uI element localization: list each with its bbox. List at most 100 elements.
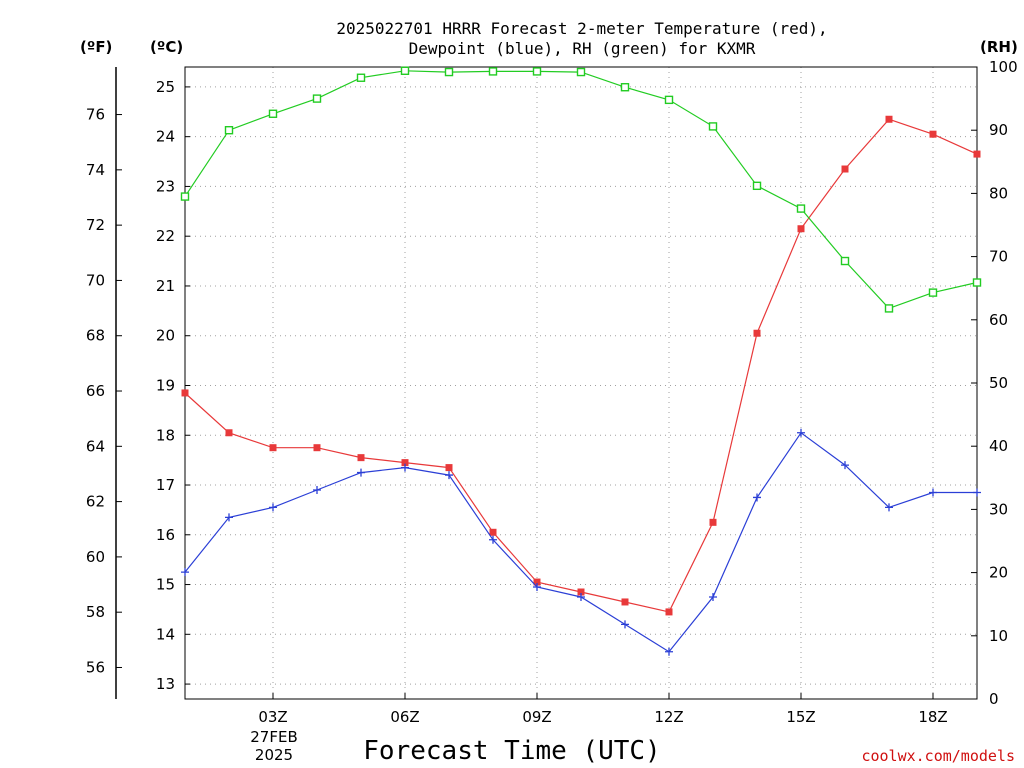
x-tick-label: 03Z <box>258 708 287 726</box>
celsius-tick-label: 22 <box>156 227 175 245</box>
rh-point <box>840 256 850 266</box>
temperature-point <box>929 130 937 138</box>
rh-point <box>620 83 630 92</box>
temperature-point <box>885 115 893 123</box>
temperature-point <box>973 150 981 158</box>
dewpoint-point <box>225 513 233 522</box>
dewpoint-point <box>973 488 981 497</box>
dewpoint-point <box>753 493 761 502</box>
rh-point <box>928 288 938 297</box>
temperature-point <box>181 389 189 397</box>
fahrenheit-tick-label: 58 <box>86 603 105 621</box>
rh-point <box>224 125 234 135</box>
dewpoint-point <box>401 463 409 472</box>
rh-point <box>576 67 586 77</box>
rh-point <box>884 304 894 313</box>
rh-point <box>532 67 542 76</box>
rh-point <box>972 278 982 287</box>
celsius-unit-label: (ºC) <box>150 38 183 56</box>
rh-point <box>400 66 410 75</box>
rh-point <box>356 73 366 82</box>
celsius-tick-label: 24 <box>156 128 175 146</box>
series-layer <box>180 66 982 656</box>
rh-tick-label: 60 <box>989 311 1008 329</box>
celsius-tick-label: 23 <box>156 177 175 195</box>
rh-point <box>796 204 806 213</box>
credit-text: coolwx.com/models <box>861 747 1015 765</box>
chart-title-line1: 2025022701 HRRR Forecast 2-meter Tempera… <box>336 19 827 38</box>
rh-tick-label: 20 <box>989 564 1008 582</box>
temperature-point <box>797 225 805 233</box>
fahrenheit-tick-label: 60 <box>86 548 105 566</box>
x-tick-label: 06Z <box>390 708 419 726</box>
x-tick-label: 09Z <box>522 708 551 726</box>
rh-tick-label: 70 <box>989 248 1008 266</box>
dewpoint-point <box>357 468 365 477</box>
dewpoint-point <box>885 503 893 512</box>
rh-point <box>180 192 190 201</box>
rh-point <box>664 95 674 105</box>
dewpoint-point <box>621 620 629 629</box>
temperature-point <box>841 165 849 173</box>
dewpoint-point <box>313 485 321 494</box>
dewpoint-point <box>797 428 805 437</box>
fahrenheit-tick-label: 66 <box>86 382 105 400</box>
dewpoint-point <box>841 461 849 470</box>
dewpoint-series-line <box>184 431 977 653</box>
rh-point <box>708 122 718 131</box>
rh-point <box>488 67 498 76</box>
rh-tick-label: 50 <box>989 374 1008 392</box>
temperature-point <box>445 464 453 472</box>
grid-layer <box>185 67 977 699</box>
temperature-point <box>665 608 673 616</box>
dewpoint-point <box>709 592 717 601</box>
fahrenheit-tick-label: 74 <box>86 161 105 179</box>
rh-tick-label: 30 <box>989 500 1008 518</box>
celsius-tick-label: 25 <box>156 78 175 96</box>
temperature-point <box>489 528 497 536</box>
temperature-point <box>753 329 761 337</box>
fahrenheit-tick-label: 68 <box>86 327 105 345</box>
celsius-tick-label: 15 <box>156 576 175 594</box>
dewpoint-point <box>929 488 937 497</box>
temperature-point <box>313 444 321 452</box>
fahrenheit-tick-label: 56 <box>86 658 105 676</box>
temperature-point <box>357 454 365 462</box>
fahrenheit-tick-label: 70 <box>86 271 105 289</box>
fahrenheit-tick-label: 64 <box>86 437 105 455</box>
rh-tick-label: 10 <box>989 627 1008 645</box>
temperature-series-line <box>184 118 978 613</box>
dewpoint-point <box>577 592 585 601</box>
temperature-point <box>269 444 277 452</box>
dewpoint-point <box>181 568 189 577</box>
date-label-year: 2025 <box>255 746 293 764</box>
x-tick-label: 15Z <box>786 708 815 726</box>
rh-tick-label: 90 <box>989 121 1008 139</box>
rh-series-line <box>184 70 978 310</box>
plot-frame <box>184 66 978 700</box>
fahrenheit-tick-label: 72 <box>86 216 105 234</box>
rh-point <box>268 109 278 118</box>
celsius-tick-label: 17 <box>156 476 175 494</box>
x-tick-label: 12Z <box>654 708 683 726</box>
temperature-point <box>401 459 409 467</box>
rh-tick-label: 100 <box>989 58 1018 76</box>
fahrenheit-tick-label: 62 <box>86 493 105 511</box>
dewpoint-point <box>533 583 541 592</box>
rh-point <box>312 94 322 103</box>
dewpoint-point <box>665 647 673 656</box>
dewpoint-point <box>269 503 277 512</box>
dewpoint-point <box>489 535 497 544</box>
rh-tick-label: 80 <box>989 184 1008 202</box>
rh-point <box>444 67 454 77</box>
chart-title-line2: Dewpoint (blue), RH (green) for KXMR <box>409 39 756 58</box>
date-label-day: 27FEB <box>250 728 297 746</box>
celsius-tick-label: 14 <box>156 625 175 643</box>
rh-point <box>752 181 762 191</box>
axes-layer: 13 14 15 16 17 18 19 20 21 22 23 24 25 03Z 06Z 09Z 12Z 15… <box>86 58 1018 726</box>
x-tick-label: 18Z <box>918 708 947 726</box>
celsius-tick-label: 18 <box>156 426 175 444</box>
celsius-tick-label: 13 <box>156 675 175 693</box>
celsius-tick-label: 19 <box>156 376 175 394</box>
